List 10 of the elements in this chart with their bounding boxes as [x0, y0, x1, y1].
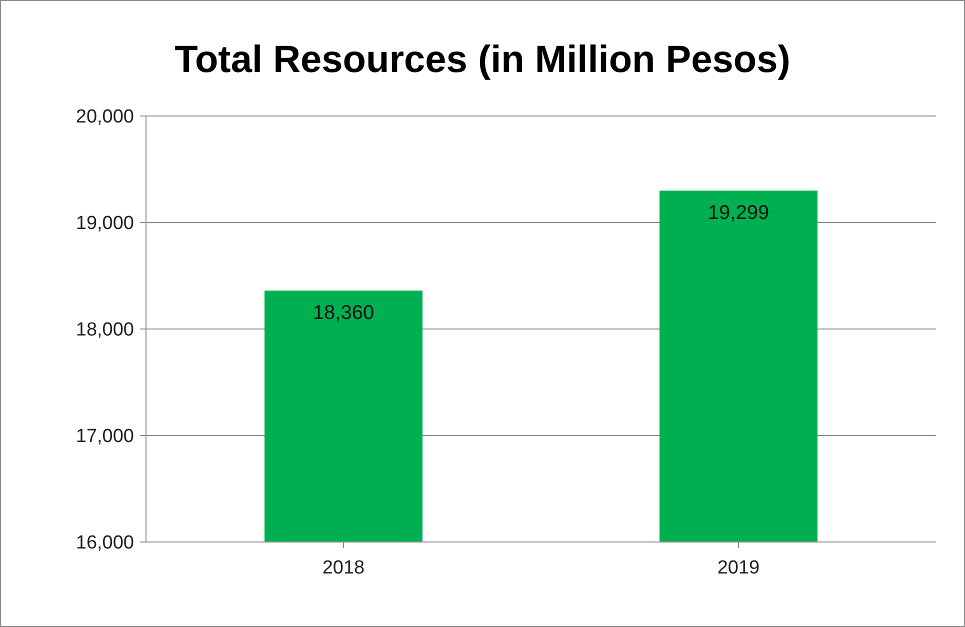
x-tick-label: 2019: [717, 557, 760, 578]
chart-title: Total Resources (in Million Pesos): [174, 39, 792, 82]
x-tick-label: 2018: [322, 557, 365, 578]
data-label: 19,299: [708, 202, 770, 224]
y-tick-label: 19,000: [76, 213, 134, 234]
y-tick-label: 18,000: [76, 320, 134, 341]
y-tick-label: 17,000: [76, 426, 134, 448]
data-label: 18,360: [312, 302, 374, 324]
y-tick-label: 20,000: [76, 106, 134, 128]
y-tick-label: 16,000: [76, 532, 134, 554]
